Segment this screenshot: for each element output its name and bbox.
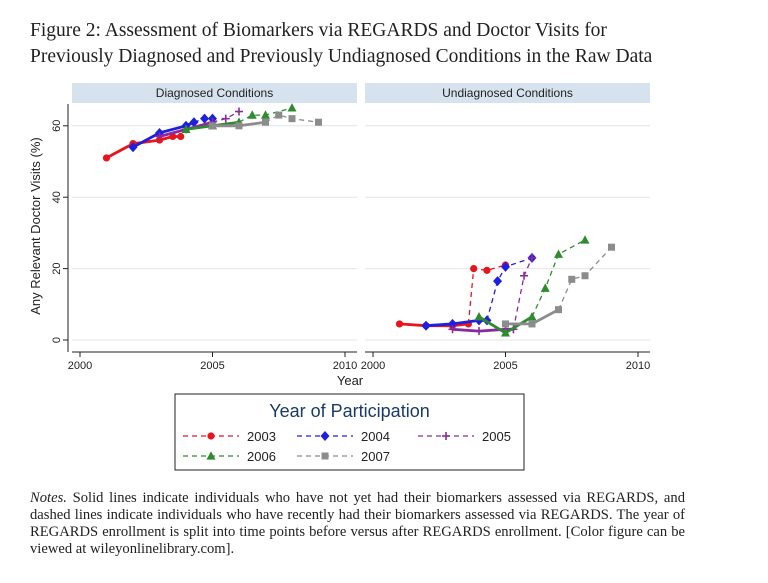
data-point-diamond: [448, 318, 457, 329]
legend-item-2007: 2007: [297, 449, 390, 464]
data-point-circle: [207, 432, 215, 440]
data-point-square: [581, 272, 589, 280]
legend-label: 2004: [361, 429, 390, 444]
data-point-square: [321, 452, 329, 460]
data-point-triangle: [474, 311, 484, 321]
legend-item-2005: 2005: [418, 429, 511, 444]
series-line-dashed: [265, 114, 319, 123]
legend-label: 2003: [247, 429, 276, 444]
panel-undiagnosed: Undiagnosed Conditions 2000 2005 2010: [361, 83, 650, 372]
data-point-circle: [483, 266, 491, 274]
series-line-dashed: [531, 239, 586, 318]
data-point-square: [528, 320, 536, 328]
y-tick-label: 60: [51, 120, 63, 132]
data-point-triangle: [206, 451, 216, 460]
data-point-square: [275, 111, 283, 119]
panel-title: Diagnosed Conditions: [156, 86, 273, 100]
y-tick-label: 0: [51, 337, 63, 343]
data-point-square: [288, 115, 296, 123]
legend-label: 2006: [247, 449, 276, 464]
series-line-dashed: [238, 107, 293, 123]
y-tick-label: 40: [51, 191, 63, 203]
data-point-square: [568, 275, 576, 283]
data-point-triangle: [580, 235, 590, 244]
legend-item-2004: 2004: [297, 429, 390, 444]
data-point-diamond: [128, 142, 138, 153]
series-line-solid: [132, 120, 195, 149]
data-point-diamond: [200, 113, 210, 124]
data-point-diamond: [189, 117, 199, 128]
x-tick-label: 2005: [200, 360, 224, 372]
series-line-dashed: [467, 264, 506, 324]
notes-label: Notes.: [30, 490, 67, 506]
data-point-square: [209, 122, 216, 130]
x-tick-label: 2000: [68, 360, 92, 372]
series-line-dashed: [557, 246, 612, 310]
x-tick-label: 2010: [626, 360, 650, 372]
notes-text: Solid lines indicate individuals who hav…: [30, 490, 685, 557]
panel-header: [72, 83, 357, 103]
figure-title: Figure 2: Assessment of Biomarkers via R…: [30, 18, 750, 70]
x-tick-label: 2000: [361, 360, 385, 372]
data-point-diamond: [320, 431, 330, 441]
data-point-square: [262, 118, 269, 126]
x-axis-label: Year: [337, 373, 364, 388]
x-tick-label: 2010: [333, 360, 357, 372]
data-point-triangle: [540, 283, 550, 292]
legend: Year of Participation 2003 2004 2005 2006 200…: [174, 393, 525, 471]
figure-title-line-1: Figure 2: Assessment of Biomarkers via R…: [30, 20, 607, 41]
data-point-circle: [395, 320, 404, 328]
data-point-triangle: [181, 124, 191, 133]
data-point-square: [502, 320, 509, 328]
legend-title: Year of Participation: [269, 401, 429, 421]
data-point-triangle: [501, 328, 510, 337]
data-point-triangle: [287, 103, 297, 112]
data-point-triangle: [554, 249, 563, 258]
data-point-circle: [177, 132, 185, 141]
data-point-diamond: [493, 276, 503, 287]
legend-box: [174, 393, 525, 471]
panel-header: [365, 83, 650, 103]
data-point-triangle: [247, 110, 257, 119]
legend-item-2003: 2003: [183, 429, 276, 444]
panel-title: Undiagnosed Conditions: [442, 86, 573, 100]
data-point-square: [608, 243, 615, 251]
y-axis-label: Any Relevant Doctor Visits (%): [28, 137, 43, 315]
data-point-diamond: [421, 320, 431, 331]
legend-item-2006: 2006: [183, 449, 276, 464]
figure-notes: Notes. Solid lines indicate individuals …: [30, 490, 685, 558]
data-point-square: [555, 306, 562, 314]
data-point-triangle: [527, 311, 537, 321]
figure-title-line-2: Previously Diagnosed and Previously Undi…: [30, 46, 653, 67]
panel-diagnosed: Diagnosed Conditions 2000 2005 2010: [68, 83, 357, 372]
series-line-dashed: [486, 257, 533, 321]
series-2007: [502, 243, 615, 328]
series-2007: [209, 111, 322, 130]
data-point-diamond: [501, 261, 510, 272]
series-2006: [474, 235, 590, 337]
data-point-square: [315, 118, 322, 126]
data-point-triangle: [261, 110, 270, 119]
legend-label: 2005: [482, 429, 511, 444]
data-point-circle: [470, 265, 478, 273]
data-point-square: [235, 122, 243, 130]
series-2003: [102, 132, 185, 162]
legend-label: 2007: [361, 449, 390, 464]
data-point-circle: [102, 154, 111, 162]
series-line-solid: [105, 135, 181, 160]
x-tick-label: 2005: [493, 360, 517, 372]
y-tick-label: 20: [51, 262, 63, 274]
